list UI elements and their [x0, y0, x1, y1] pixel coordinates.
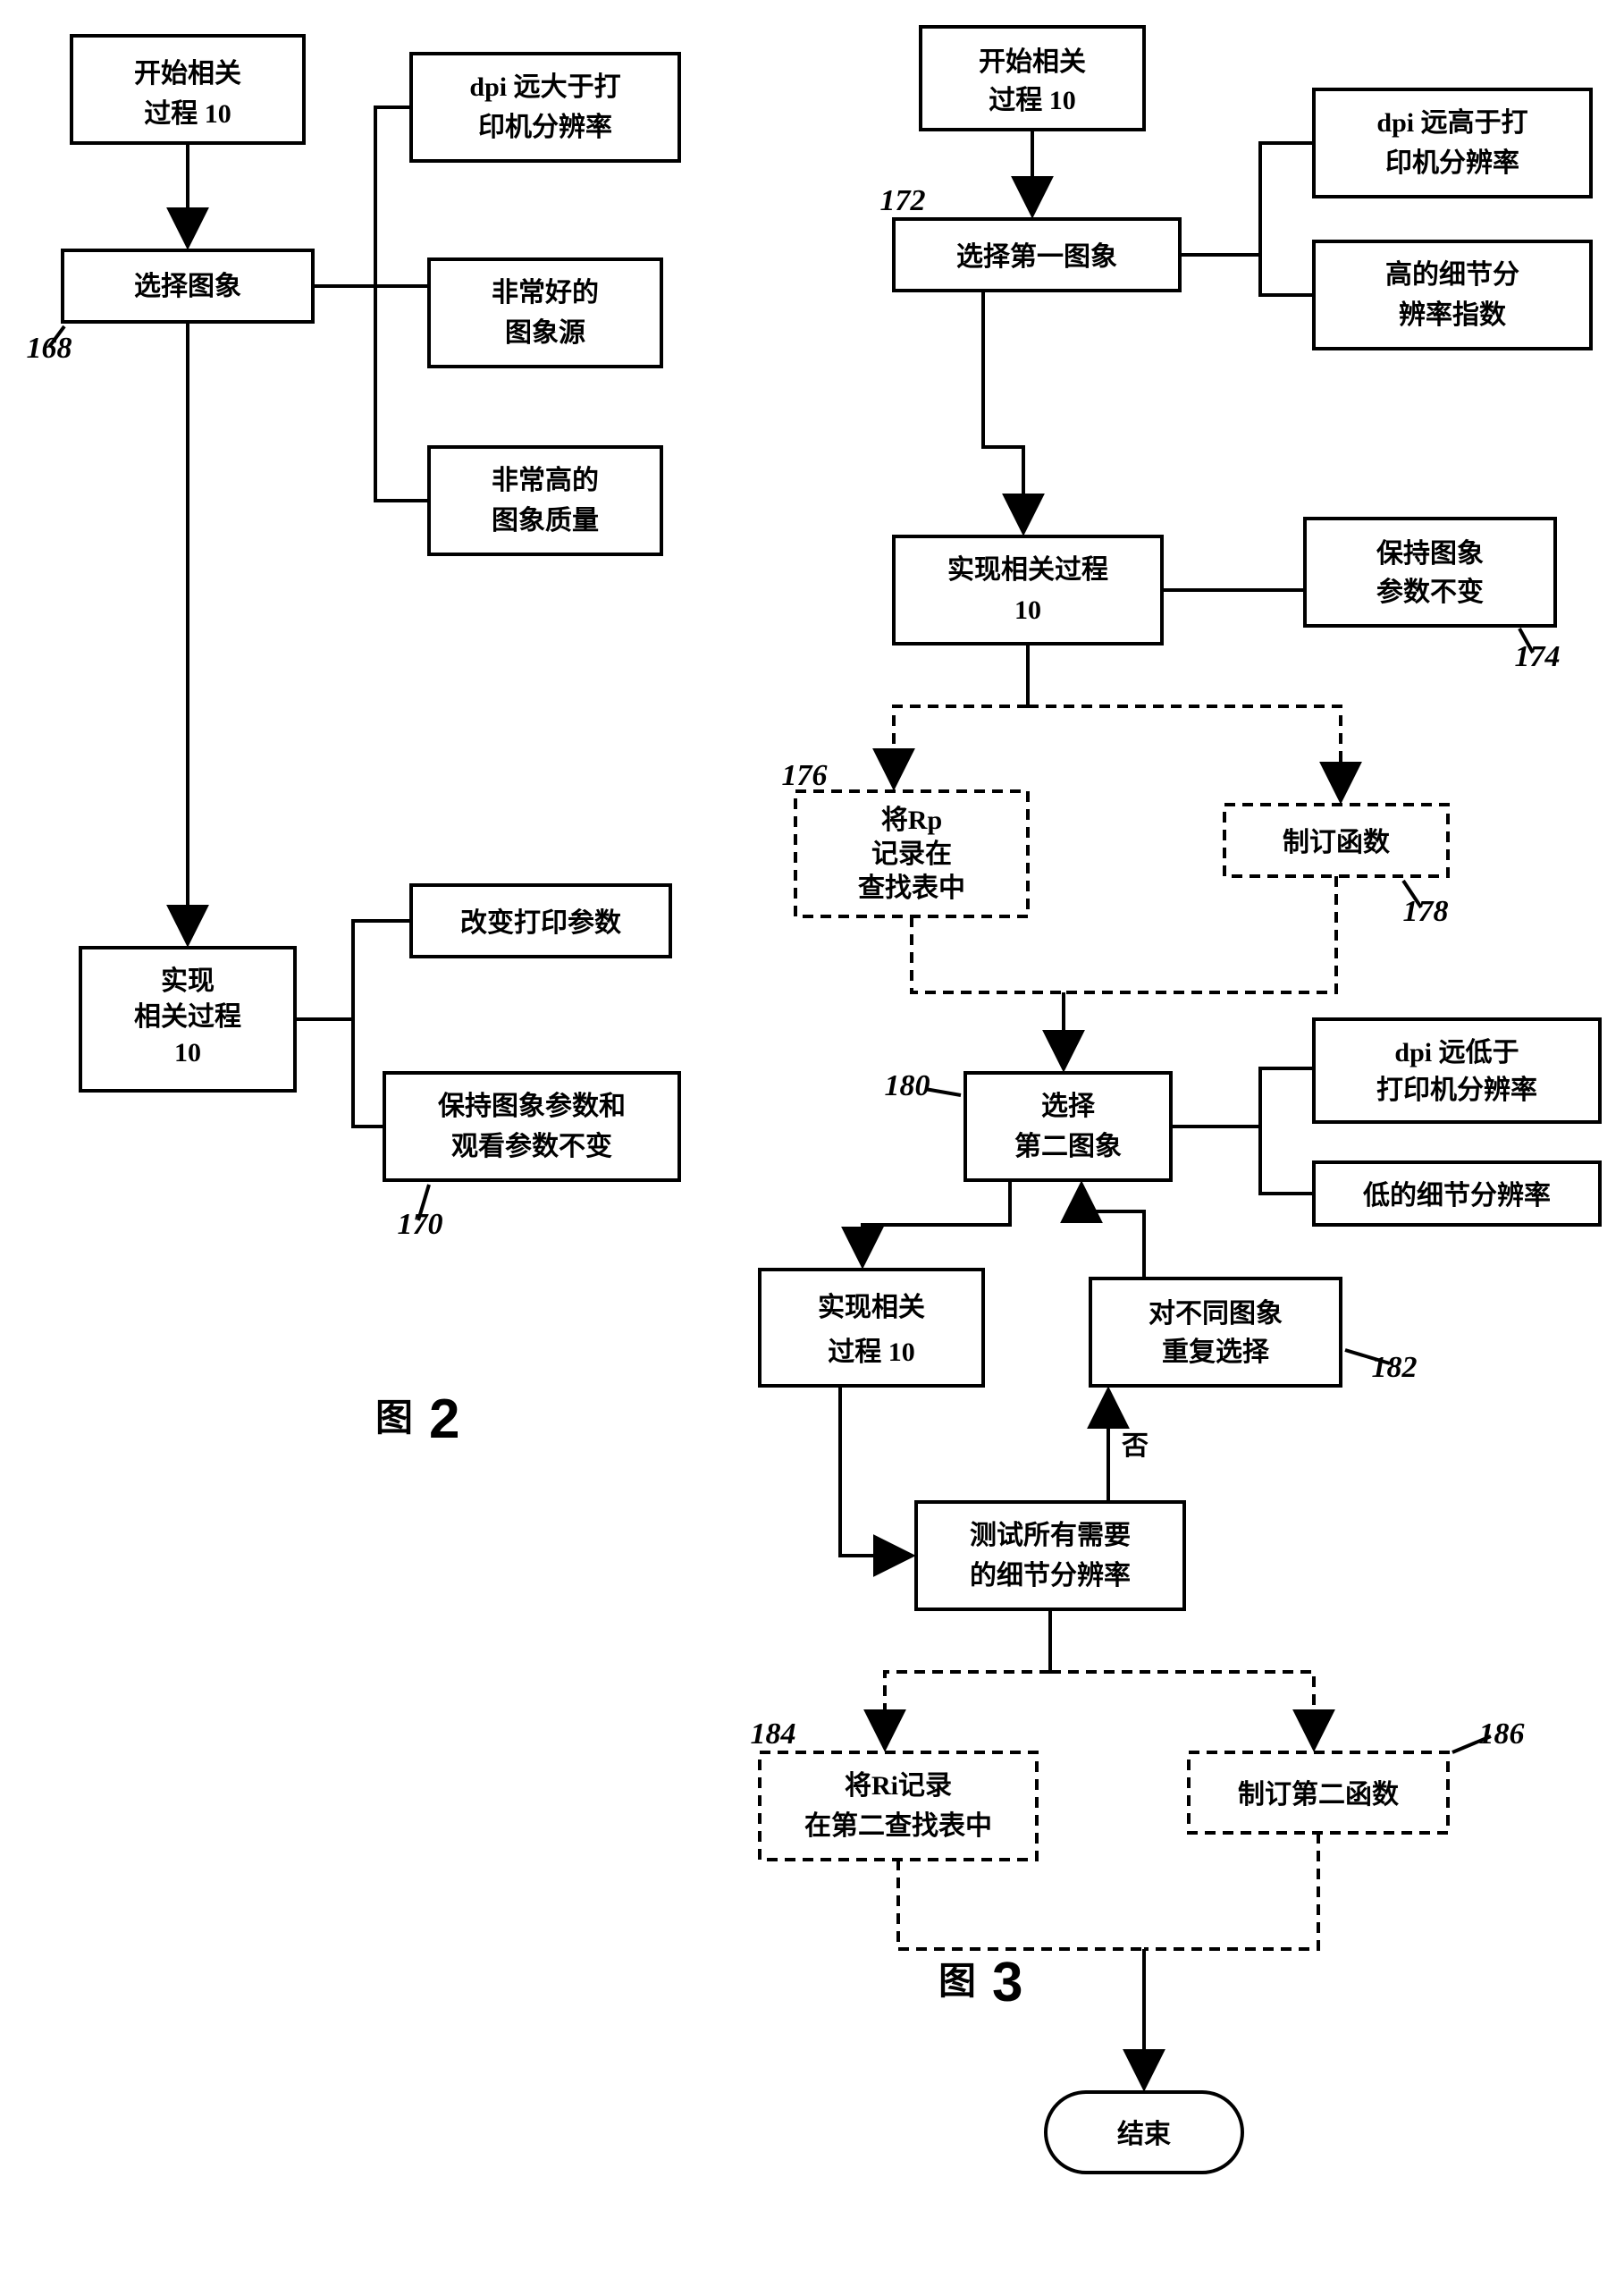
- label-176: 176: [782, 759, 828, 792]
- text: 过程 10: [828, 1338, 915, 1367]
- text: 印机分辨率: [478, 113, 612, 142]
- edge: [313, 107, 411, 286]
- text: 非常好的: [492, 278, 599, 308]
- label-180: 180: [885, 1069, 930, 1102]
- edge-dashed: [898, 1860, 1144, 1949]
- text: 参数不变: [1376, 577, 1484, 607]
- fig2-caption-prefix: 图: [375, 1397, 413, 1439]
- box-sf1: [1314, 89, 1591, 197]
- box-s1: [411, 54, 679, 161]
- text: 测试所有需要: [970, 1521, 1131, 1550]
- edge: [1171, 1068, 1314, 1127]
- edge-dashed: [1144, 1833, 1318, 1949]
- text: 过程 10: [989, 86, 1076, 115]
- box-keep: [1305, 519, 1555, 626]
- text: 记录在: [871, 840, 952, 869]
- box-test: [916, 1502, 1184, 1609]
- no-label: 否: [1122, 1431, 1149, 1461]
- text: 打印机分辨率: [1376, 1076, 1537, 1105]
- text: 低的细节分辨率: [1362, 1181, 1551, 1211]
- text: 将Rp: [881, 806, 942, 835]
- edge: [1081, 1185, 1144, 1278]
- box-sf2: [1314, 241, 1591, 349]
- edge: [840, 1386, 912, 1556]
- label-172: 172: [880, 184, 926, 217]
- text: 查找表中: [858, 873, 965, 903]
- text: 在第二查找表中: [804, 1810, 992, 1841]
- edge: [1260, 255, 1314, 295]
- edge-dashed: [1028, 706, 1341, 800]
- text: 10: [174, 1038, 201, 1067]
- text: 改变打印参数: [460, 907, 622, 938]
- text: dpi 远低于: [1394, 1038, 1519, 1067]
- edge: [1260, 1127, 1314, 1194]
- fig2-caption-number: 2: [429, 1388, 459, 1450]
- text: 将Ri记录: [845, 1771, 952, 1801]
- text: 过程 10: [144, 99, 231, 129]
- edge-dashed: [1050, 1672, 1314, 1748]
- text: dpi 远高于打: [1376, 108, 1527, 138]
- text: 实现相关过程: [947, 554, 1108, 585]
- edge: [862, 1180, 1010, 1265]
- figure-2: 开始相关 过程 10 选择图象 168 dpi 远大于打 印机分辨率 非常好的 …: [27, 36, 680, 1450]
- box-s2: [429, 259, 661, 367]
- label-182: 182: [1372, 1351, 1418, 1384]
- edge: [375, 286, 429, 501]
- text: 实现相关: [818, 1292, 925, 1322]
- fig3-caption-number: 3: [992, 1952, 1022, 2013]
- text: 观看参数不变: [451, 1131, 612, 1161]
- box-ss1: [1314, 1019, 1600, 1122]
- edge-dashed: [894, 706, 1028, 787]
- edge: [353, 1019, 384, 1127]
- label-pointer: [925, 1089, 961, 1095]
- edge: [1180, 143, 1314, 255]
- text: 选择: [1041, 1092, 1096, 1121]
- text: 10: [1014, 595, 1041, 625]
- box-repeat: [1090, 1278, 1341, 1386]
- text: 的细节分辨率: [970, 1561, 1131, 1591]
- label-184: 184: [751, 1717, 796, 1751]
- label-178: 178: [1403, 895, 1449, 928]
- edge: [983, 291, 1023, 532]
- text: 制订函数: [1283, 828, 1391, 857]
- edge-dashed: [885, 1672, 1050, 1748]
- text: 保持图象: [1376, 539, 1484, 569]
- text: 非常高的: [492, 466, 599, 495]
- edge: [295, 921, 411, 1019]
- text: 第二图象: [1014, 1131, 1122, 1161]
- text: 实现: [161, 966, 215, 996]
- text: 相关过程: [134, 1002, 241, 1032]
- label-174: 174: [1515, 640, 1561, 673]
- box-i2: [384, 1073, 679, 1180]
- box-s3: [429, 447, 661, 554]
- diagram-canvas: 开始相关 过程 10 选择图象 168 dpi 远大于打 印机分辨率 非常好的 …: [0, 0, 1624, 2270]
- box-select-second: [965, 1073, 1171, 1180]
- box-impl2: [760, 1270, 983, 1386]
- box-rec2-dashed: [760, 1752, 1037, 1860]
- box-impl1: [894, 536, 1162, 644]
- text: 开始相关: [134, 59, 241, 89]
- text: 制订第二函数: [1238, 1779, 1400, 1810]
- text: 结束: [1117, 2120, 1171, 2149]
- text: dpi 远大于打: [469, 72, 620, 102]
- text: 选择第一图象: [956, 241, 1117, 272]
- label-186: 186: [1479, 1717, 1525, 1751]
- text: 开始相关: [979, 47, 1086, 77]
- label-168: 168: [27, 332, 72, 365]
- text: 选择图象: [134, 272, 241, 301]
- fig3-caption-prefix: 图: [938, 1960, 976, 2002]
- figure-3: 开始相关 过程 10 选择第一图象 172 dpi 远高于打 印机分辨率 高的细…: [751, 27, 1601, 2173]
- text: 重复选择: [1162, 1338, 1270, 1367]
- text: 印机分辨率: [1385, 148, 1519, 178]
- edge-dashed: [1064, 876, 1336, 992]
- text: 保持图象参数和: [438, 1092, 626, 1121]
- text: 对不同图象: [1149, 1299, 1283, 1329]
- text: 辨率指数: [1399, 300, 1507, 330]
- text: 图象源: [505, 318, 585, 348]
- text: 高的细节分: [1385, 260, 1519, 290]
- text: 图象质量: [492, 506, 599, 536]
- edge-dashed: [912, 916, 1064, 992]
